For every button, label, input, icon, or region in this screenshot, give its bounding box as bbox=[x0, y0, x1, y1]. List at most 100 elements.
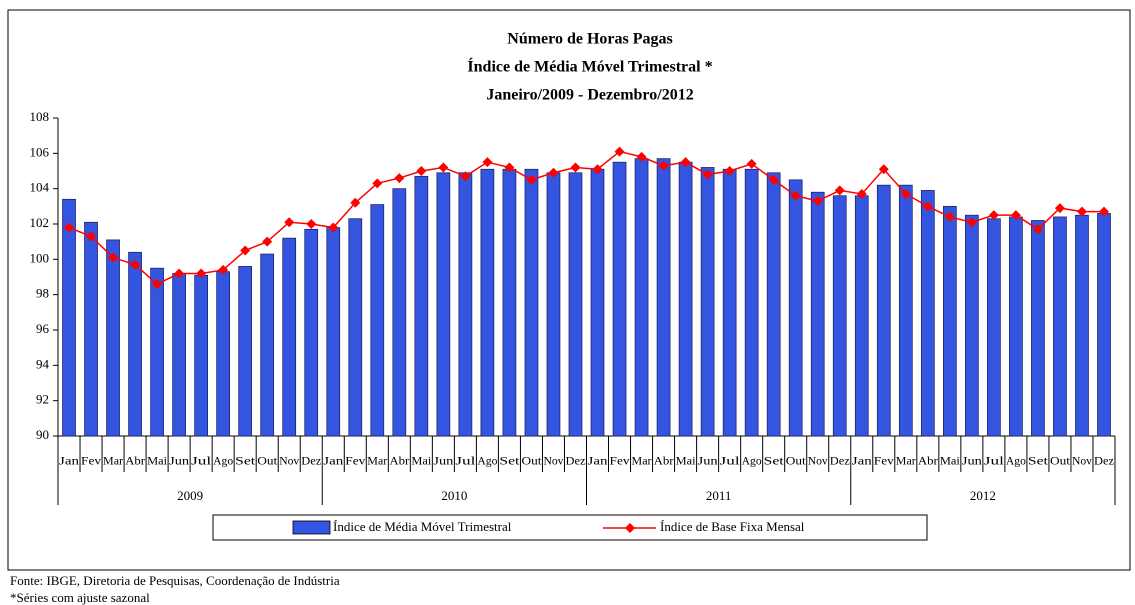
bar bbox=[810, 191, 825, 437]
bar bbox=[304, 228, 319, 437]
bar bbox=[458, 172, 473, 437]
line-marker bbox=[570, 162, 581, 173]
x-tick-label: Mar bbox=[632, 456, 652, 468]
bar bbox=[832, 195, 847, 437]
line-marker bbox=[966, 217, 977, 228]
line-marker bbox=[702, 169, 713, 180]
bar bbox=[260, 253, 275, 437]
x-tick-label: Jun bbox=[433, 456, 453, 468]
bar bbox=[370, 204, 385, 437]
year-label: 2011 bbox=[706, 488, 732, 503]
y-tick-label: 98 bbox=[36, 286, 49, 301]
x-tick-label: Jul bbox=[191, 456, 211, 468]
line-marker bbox=[306, 219, 317, 229]
x-tick-label: Fev bbox=[345, 456, 365, 468]
bar bbox=[634, 158, 649, 437]
line-marker bbox=[724, 166, 735, 176]
x-tick-label: Jan bbox=[59, 456, 79, 468]
line-marker bbox=[658, 160, 669, 171]
legend-label: Índice de Base Fixa Mensal bbox=[660, 519, 805, 534]
x-tick-label: Mai bbox=[676, 456, 696, 468]
bar bbox=[700, 167, 715, 437]
footer-note: *Séries com ajuste sazonal bbox=[10, 590, 150, 605]
line-marker bbox=[636, 151, 647, 162]
y-tick-label: 96 bbox=[36, 321, 50, 336]
x-tick-label: Mai bbox=[940, 456, 960, 468]
line-marker bbox=[218, 264, 229, 275]
line-marker bbox=[1032, 224, 1043, 235]
line-marker bbox=[482, 157, 493, 168]
line-marker bbox=[196, 268, 207, 279]
x-tick-label: Dez bbox=[565, 456, 585, 468]
x-tick-label: Jun bbox=[962, 456, 982, 468]
y-tick-label: 104 bbox=[30, 180, 50, 195]
x-tick-label: Ago bbox=[1006, 456, 1026, 468]
bar bbox=[965, 214, 979, 437]
x-tick-label: Set bbox=[764, 456, 785, 468]
bar bbox=[128, 251, 142, 437]
x-tick-label: Jul bbox=[984, 456, 1004, 468]
x-tick-label: Ago bbox=[742, 456, 762, 468]
bar bbox=[150, 267, 164, 437]
bar bbox=[392, 188, 407, 437]
year-label: 2012 bbox=[970, 488, 996, 503]
line-marker bbox=[284, 217, 295, 228]
x-tick-label: Fev bbox=[874, 456, 894, 468]
x-tick-label: Mai bbox=[411, 456, 431, 468]
bar bbox=[414, 175, 429, 437]
y-tick-label: 94 bbox=[36, 356, 50, 371]
x-tick-label: Abr bbox=[654, 456, 674, 468]
line-marker bbox=[328, 222, 339, 233]
line-marker bbox=[746, 158, 757, 169]
x-tick-label: Out bbox=[1050, 456, 1071, 468]
footer-note: Fonte: IBGE, Diretoria de Pesquisas, Coo… bbox=[10, 573, 340, 588]
line-marker bbox=[856, 188, 867, 199]
line-marker bbox=[614, 146, 625, 157]
x-tick-label: Dez bbox=[830, 456, 850, 468]
bar bbox=[656, 158, 671, 437]
bar bbox=[766, 172, 781, 437]
x-tick-label: Fev bbox=[81, 456, 101, 468]
x-tick-label: Out bbox=[521, 456, 542, 468]
y-tick-label: 90 bbox=[36, 427, 49, 442]
bar bbox=[502, 168, 517, 437]
bar bbox=[942, 205, 957, 437]
chart-frame bbox=[7, 9, 1131, 571]
x-tick-label: Nov bbox=[808, 456, 828, 468]
x-tick-label: Set bbox=[499, 456, 520, 468]
line-marker bbox=[350, 197, 361, 208]
bar bbox=[568, 172, 583, 437]
bar bbox=[1009, 216, 1023, 437]
chart-title: Janeiro/2009 - Dezembro/2012 bbox=[486, 87, 693, 104]
line bbox=[68, 150, 1104, 285]
line-marker bbox=[130, 259, 141, 270]
x-tick-label: Abr bbox=[389, 456, 409, 468]
x-tick-label: Dez bbox=[301, 456, 321, 468]
chart-title: Índice de Média Móvel Trimestral * bbox=[467, 57, 712, 76]
x-tick-label: Dez bbox=[1094, 456, 1114, 468]
bar bbox=[84, 221, 98, 437]
line-marker bbox=[878, 164, 889, 175]
line-marker bbox=[834, 185, 845, 196]
line-marker bbox=[526, 174, 537, 185]
bar bbox=[238, 266, 253, 437]
line-marker bbox=[438, 162, 449, 173]
x-tick-label: Nov bbox=[1072, 456, 1092, 468]
line-marker bbox=[240, 245, 251, 256]
line-marker bbox=[394, 173, 405, 184]
line-marker bbox=[1098, 206, 1109, 217]
y-tick-label: 100 bbox=[30, 250, 50, 265]
legend: Índice de Média Móvel Trimestral Índice … bbox=[212, 514, 928, 541]
bar bbox=[524, 168, 539, 437]
legend-swatch bbox=[292, 520, 331, 535]
legend-label: Índice de Média Móvel Trimestral bbox=[333, 519, 512, 534]
bar bbox=[722, 168, 737, 437]
line-marker bbox=[812, 196, 823, 207]
bar bbox=[1075, 214, 1089, 437]
bar bbox=[876, 184, 891, 437]
bar bbox=[62, 198, 76, 437]
bar bbox=[744, 168, 759, 437]
line-marker bbox=[768, 174, 779, 185]
bar bbox=[788, 179, 803, 437]
